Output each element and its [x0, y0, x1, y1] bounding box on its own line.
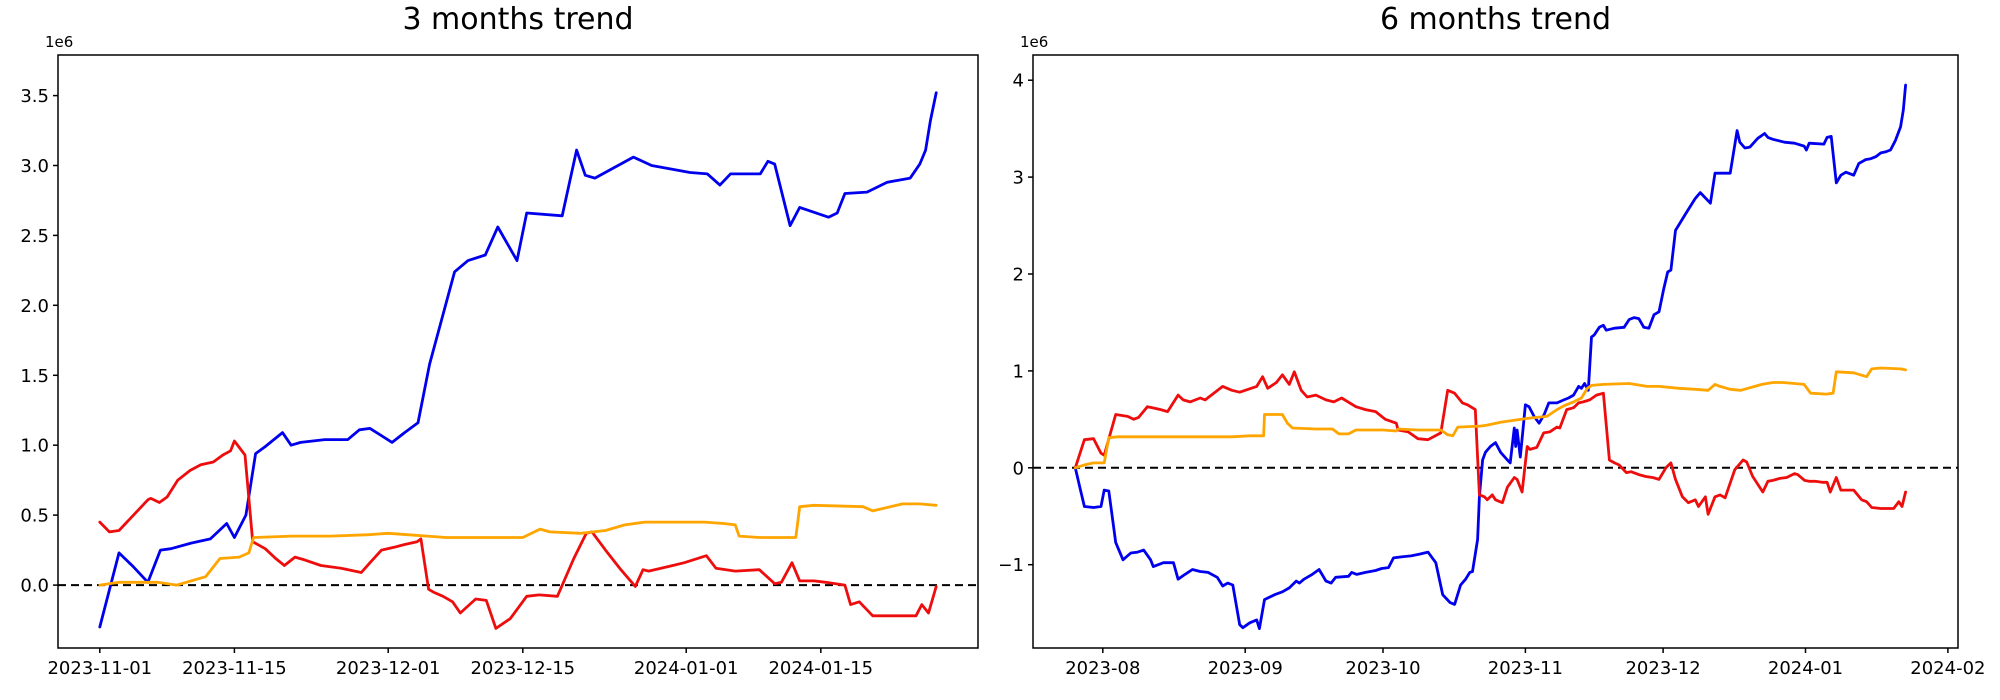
x-tick-label: 2024-01-01 [634, 658, 739, 679]
axes-frame [1032, 54, 1959, 649]
y-tick-label: 2.0 [20, 296, 49, 317]
x-tick-label: 2023-12-01 [336, 658, 441, 679]
y-tick-label: 2.5 [20, 226, 49, 247]
blue-series-line [98, 91, 938, 629]
y-tick-label: 4 [1013, 71, 1024, 92]
plot-area-3-months: 0.0 0.5 1.0 1.5 2.0 2.5 3.0 3.5 2023-11-01 2023-1… [20, 33, 979, 679]
y-tick-label: 3.5 [20, 86, 49, 107]
y-tick-label: 3 [1013, 168, 1024, 189]
y-tick-label: 0.5 [20, 506, 49, 527]
orange-series-line [1073, 366, 1907, 470]
y-tick-label: −1 [1000, 555, 1024, 576]
chart-title-3-months: 3 months trend [402, 2, 634, 37]
y-tick-label: 1.0 [20, 436, 49, 457]
orange-series-line [98, 502, 938, 587]
x-tick-label: 2023-11-15 [182, 658, 287, 679]
x-tick-label: 2024-01-15 [768, 658, 873, 679]
y-tick-label: 1.5 [20, 366, 49, 387]
y-axis-offset-label: 1e6 [1020, 33, 1048, 51]
x-tick-label: 2023-11-01 [47, 658, 152, 679]
x-tick-label: 2023-08 [1065, 658, 1140, 679]
x-tick-label: 2023-11 [1488, 658, 1563, 679]
y-tick-label: 0.0 [20, 576, 49, 597]
x-tick-label: 2023-10 [1345, 658, 1420, 679]
y-axis-offset-label: 1e6 [45, 33, 73, 51]
x-tick-label: 2024-01 [1768, 658, 1843, 679]
y-tick-label: 0 [1013, 458, 1024, 479]
x-tick-label: 2023-12-15 [470, 658, 575, 679]
y-tick-label: 2 [1013, 265, 1024, 286]
chart-3-months-trend: 3 months trend 0.0 0.5 1.0 1.5 2.0 2.5 3.0 3.5 2… [20, 2, 979, 679]
chart-title-6-months: 6 months trend [1379, 2, 1612, 37]
blue-series-line [1073, 83, 1907, 630]
axes-frame [57, 54, 979, 649]
y-tick-label: 3.0 [20, 156, 49, 177]
y-tick-label: 1 [1013, 361, 1024, 382]
red-series-line [1073, 370, 1907, 516]
red-series-line [98, 439, 938, 630]
chart-6-months-trend: 6 months trend −1 0 1 2 3 4 2023-08 2023-09 2023… [1000, 0, 2000, 700]
x-tick-label: 2023-09 [1208, 658, 1283, 679]
plot-area-6-months: −1 0 1 2 3 4 2023-08 2023-09 2023-10 2023-11 2023-… [1000, 33, 1986, 679]
x-tick-label: 2024-02 [1910, 658, 1985, 679]
x-tick-label: 2023-12 [1625, 658, 1700, 679]
